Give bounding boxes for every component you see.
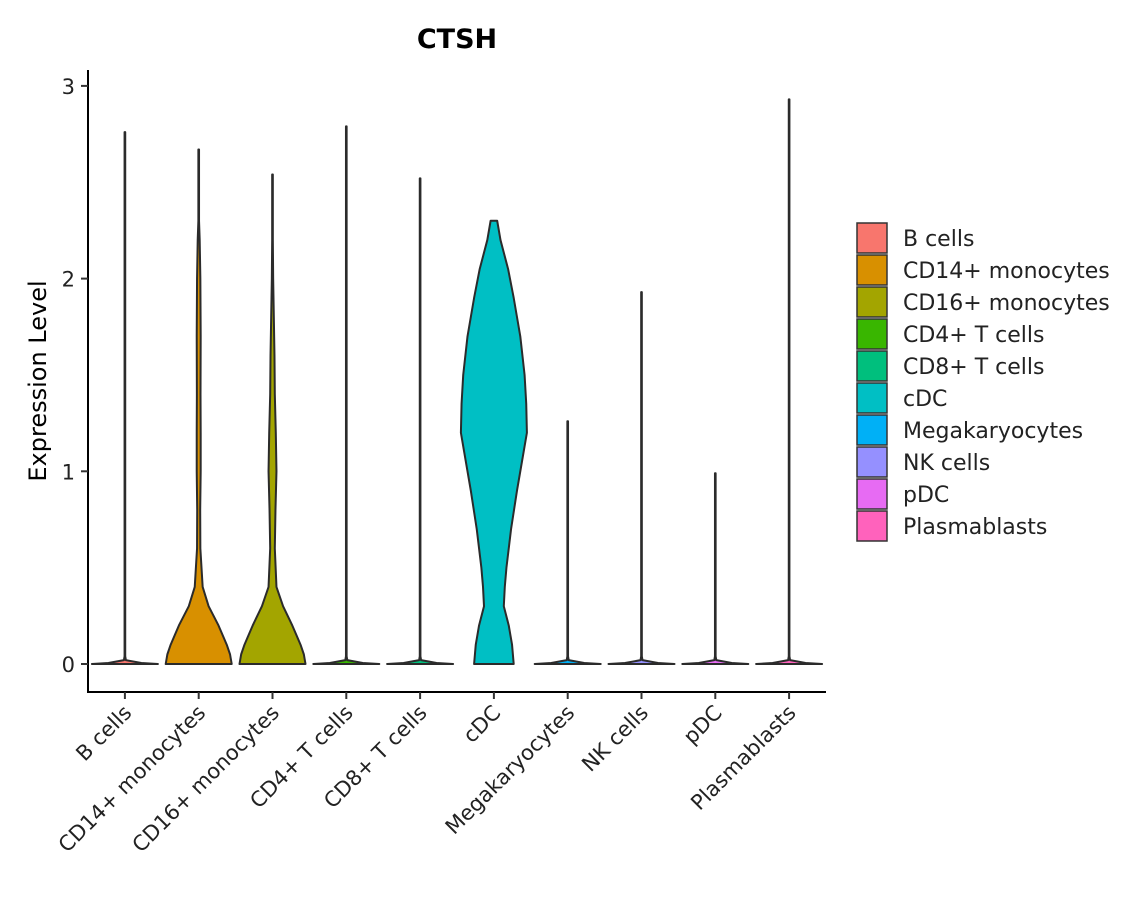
y-tick-label: 1 xyxy=(62,460,75,484)
legend-swatch xyxy=(856,350,888,382)
legend-label: B cells xyxy=(903,227,974,252)
y-tick-label: 0 xyxy=(62,653,75,677)
x-tick-label: CD16+ monocytes xyxy=(128,701,285,858)
x-tick-label: B cells xyxy=(71,701,136,766)
x-tick-label: pDC xyxy=(679,701,727,749)
legend-swatch xyxy=(856,318,888,350)
legend-label: pDC xyxy=(903,483,949,508)
legend-label: Megakaryocytes xyxy=(903,419,1083,444)
violin-cdc xyxy=(459,219,528,665)
violin-cd4-t-cells xyxy=(312,125,381,665)
legend-label: CD16+ monocytes xyxy=(903,291,1110,316)
y-axis-label: Expression Level xyxy=(24,280,52,481)
legend-label: Plasmablasts xyxy=(903,515,1047,540)
violin-megakaryocytes xyxy=(533,420,602,665)
legend-swatch xyxy=(856,382,888,414)
legend-label: CD14+ monocytes xyxy=(903,259,1110,284)
violin-b-cells xyxy=(90,131,159,665)
x-tick-label: NK cells xyxy=(577,701,653,777)
x-tick-label: Megakaryocytes xyxy=(441,701,580,840)
chart-title: CTSH xyxy=(417,24,497,55)
legend-swatch xyxy=(856,478,888,510)
violin-cd16-monocytes xyxy=(238,173,307,665)
x-tick-label: cDC xyxy=(458,701,505,748)
violin-cd14-monocytes xyxy=(164,148,233,665)
legend-swatch xyxy=(856,510,888,542)
violin-pdc xyxy=(681,472,750,665)
legend-swatch xyxy=(856,446,888,478)
legend: B cells CD14+ monocytes CD16+ monocytes CD4… xyxy=(856,222,1110,542)
violin-plasmablasts xyxy=(755,98,824,665)
legend-swatch xyxy=(856,286,888,318)
violin-layer xyxy=(90,98,824,665)
y-tick-label: 2 xyxy=(62,268,75,292)
legend-swatch xyxy=(856,414,888,446)
legend-label: CD4+ T cells xyxy=(903,323,1044,348)
violin-nk-cells xyxy=(607,291,676,665)
legend-label: cDC xyxy=(903,387,947,412)
legend-label: NK cells xyxy=(903,451,990,476)
violin-cd8-t-cells xyxy=(386,177,455,665)
legend-label: CD8+ T cells xyxy=(903,355,1044,380)
legend-swatch xyxy=(856,254,888,286)
x-tick-label: CD14+ monocytes xyxy=(54,701,211,858)
legend-swatch xyxy=(856,222,888,254)
y-axis-ticks: 0 1 2 3 xyxy=(62,75,88,677)
y-tick-label: 3 xyxy=(62,75,75,99)
